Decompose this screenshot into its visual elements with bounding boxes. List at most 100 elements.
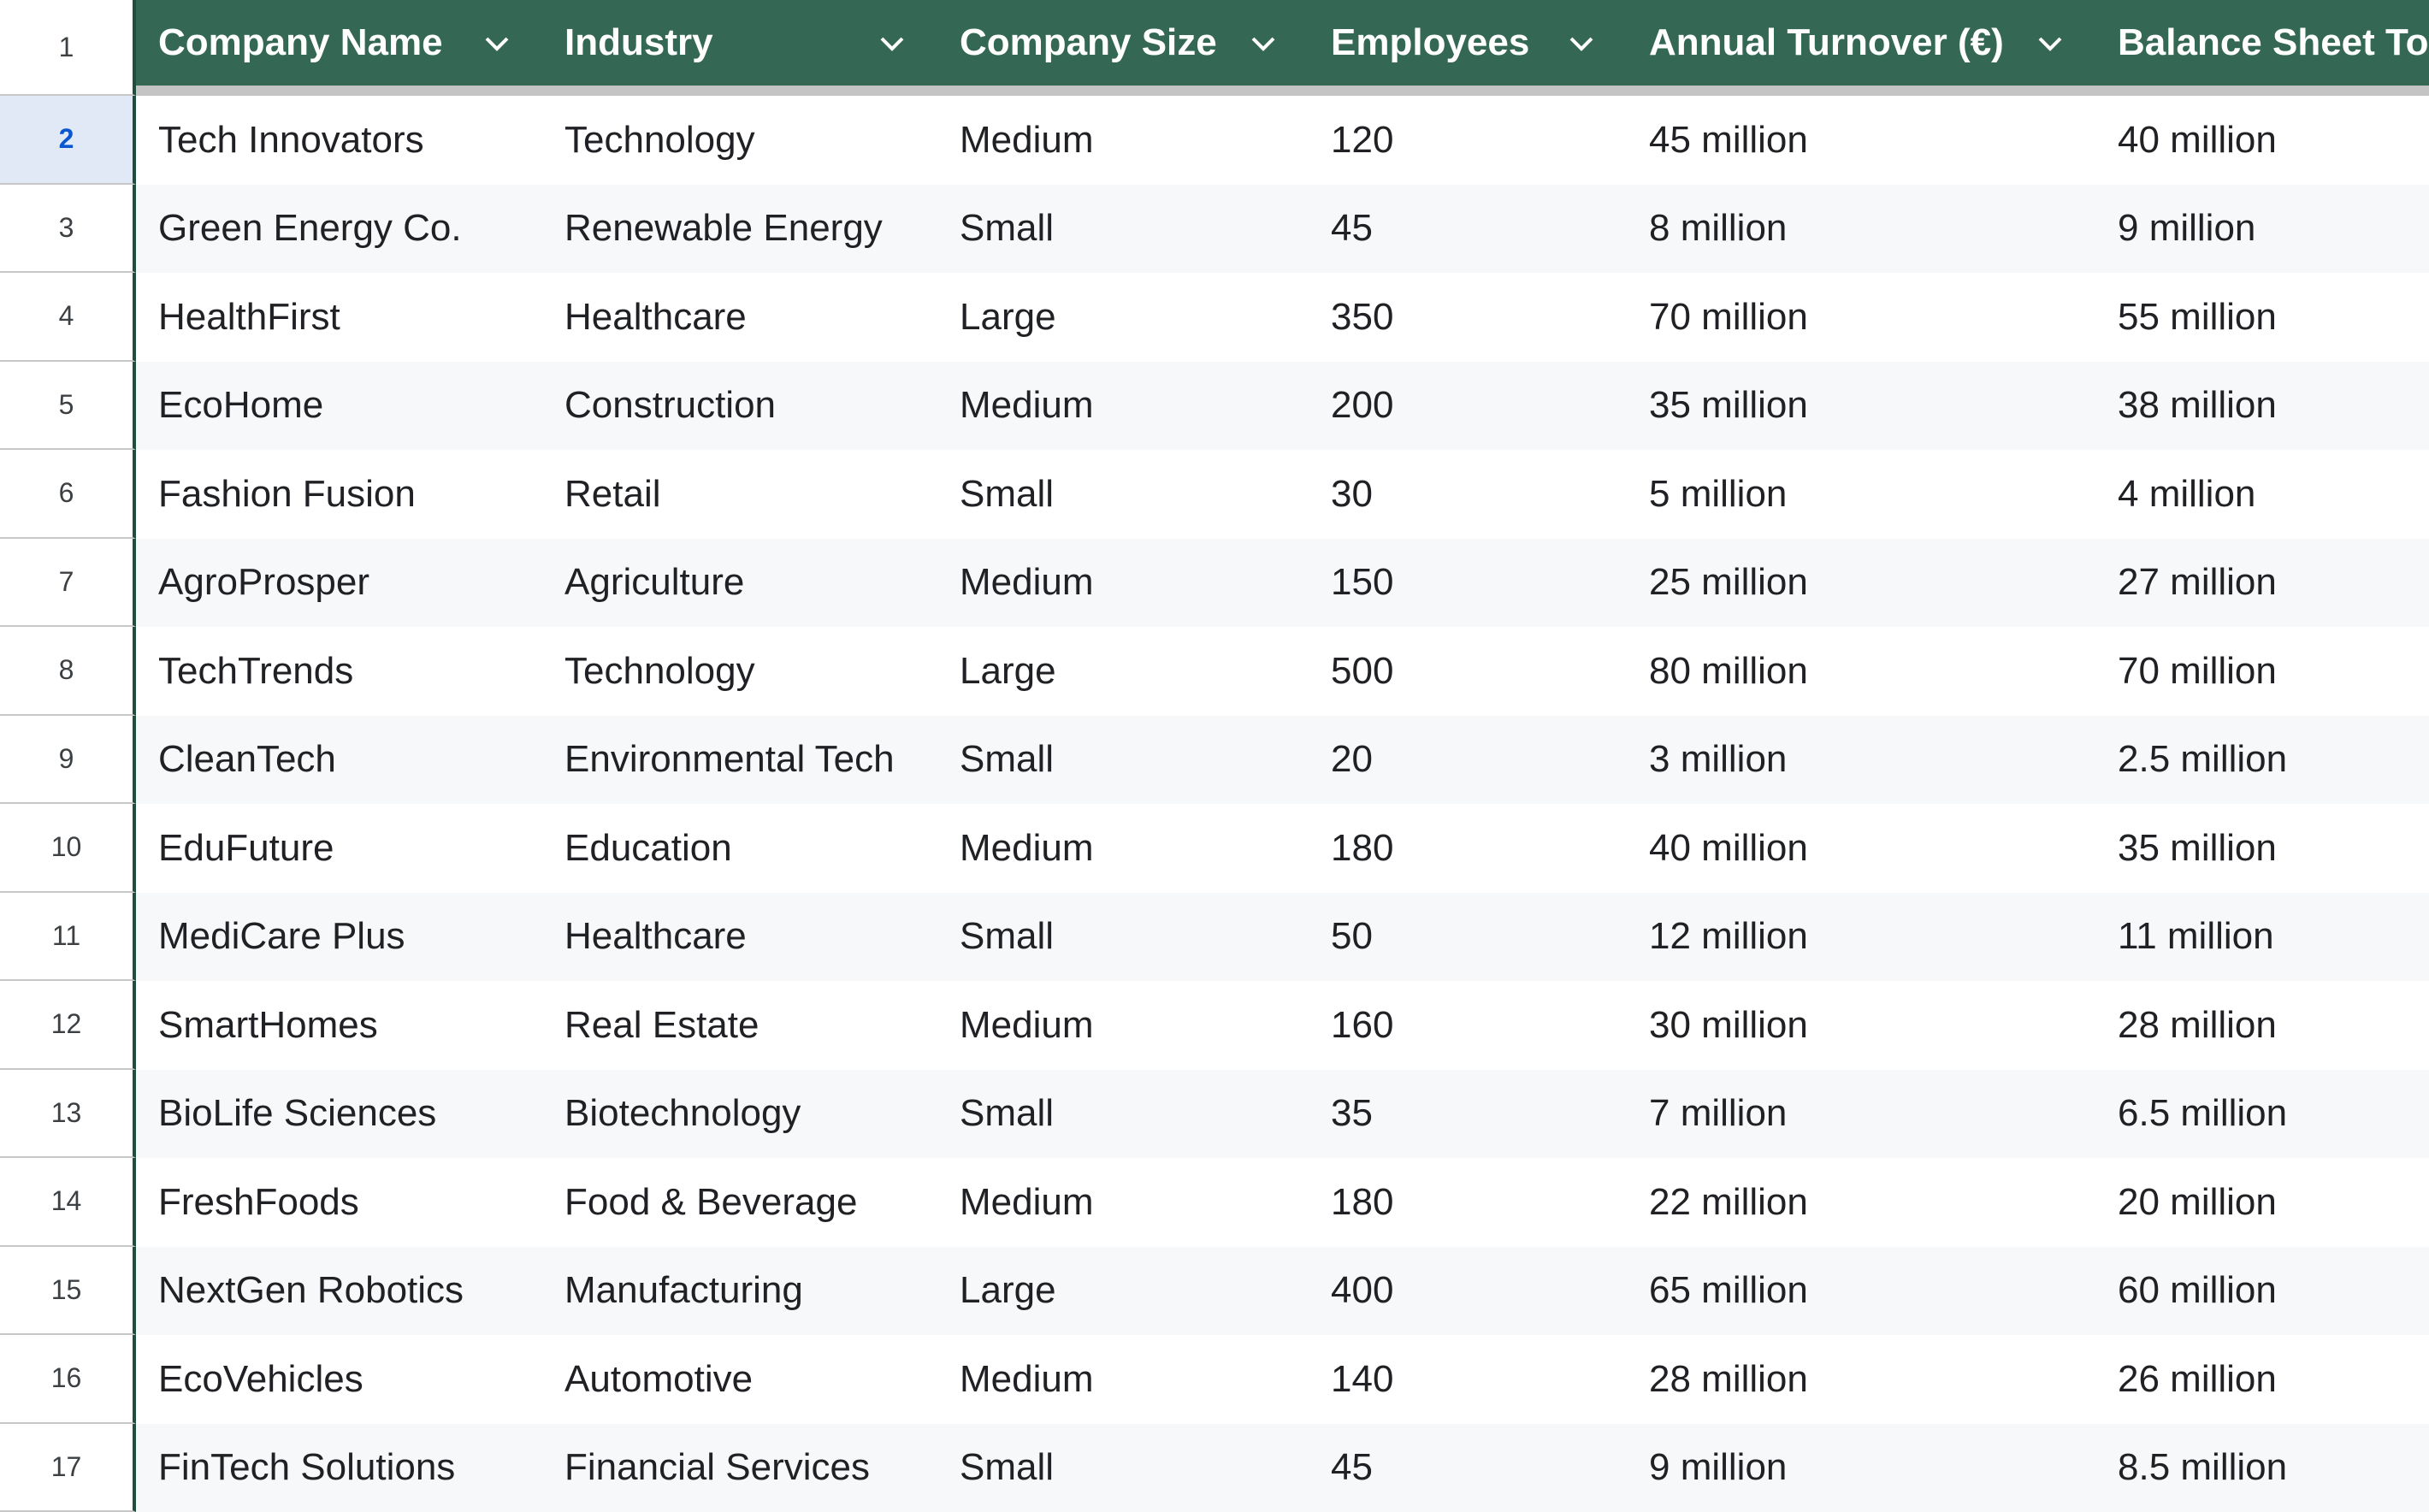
table-cell[interactable]: Medium xyxy=(937,538,1309,627)
table-cell[interactable]: 8.5 million xyxy=(2095,1423,2429,1512)
table-cell[interactable]: 35 million xyxy=(2095,804,2429,893)
table-cell[interactable]: 60 million xyxy=(2095,1246,2429,1335)
row-number[interactable]: 9 xyxy=(0,715,136,804)
row-number[interactable]: 7 xyxy=(0,538,136,627)
table-cell[interactable]: 11 million xyxy=(2095,892,2429,981)
table-cell[interactable]: Medium xyxy=(937,96,1309,185)
table-cell[interactable]: 9 million xyxy=(1627,1423,2095,1512)
table-cell[interactable]: 35 xyxy=(1309,1069,1627,1158)
table-cell[interactable]: 40 million xyxy=(1627,804,2095,893)
column-header[interactable]: Balance Sheet Tot xyxy=(2095,0,2429,86)
table-cell[interactable]: Agriculture xyxy=(542,538,937,627)
table-cell[interactable]: 28 million xyxy=(1627,1335,2095,1424)
row-number[interactable]: 2 xyxy=(0,96,136,185)
table-cell[interactable]: 22 million xyxy=(1627,1158,2095,1247)
row-number[interactable]: 14 xyxy=(0,1158,136,1247)
table-cell[interactable]: Tech Innovators xyxy=(136,96,542,185)
table-cell[interactable]: Food & Beverage xyxy=(542,1158,937,1247)
table-cell[interactable]: 400 xyxy=(1309,1246,1627,1335)
row-number[interactable]: 1 xyxy=(0,0,136,96)
table-cell[interactable]: NextGen Robotics xyxy=(136,1246,542,1335)
table-cell[interactable]: Education xyxy=(542,804,937,893)
table-cell[interactable]: AgroProsper xyxy=(136,538,542,627)
table-cell[interactable]: 45 million xyxy=(1627,96,2095,185)
table-cell[interactable]: 3 million xyxy=(1627,715,2095,804)
table-cell[interactable]: 26 million xyxy=(2095,1335,2429,1424)
table-cell[interactable]: Large xyxy=(937,627,1309,716)
table-cell[interactable]: TechTrends xyxy=(136,627,542,716)
table-cell[interactable]: 65 million xyxy=(1627,1246,2095,1335)
filter-chevron[interactable] xyxy=(878,29,907,58)
table-cell[interactable]: BioLife Sciences xyxy=(136,1069,542,1158)
table-cell[interactable]: 500 xyxy=(1309,627,1627,716)
table-cell[interactable]: 45 xyxy=(1309,184,1627,273)
row-number[interactable]: 13 xyxy=(0,1069,136,1158)
table-cell[interactable]: MediCare Plus xyxy=(136,892,542,981)
table-cell[interactable]: 70 million xyxy=(2095,627,2429,716)
column-header[interactable]: Company Name xyxy=(136,0,542,86)
table-cell[interactable]: Small xyxy=(937,715,1309,804)
table-cell[interactable]: HealthFirst xyxy=(136,273,542,362)
table-cell[interactable]: 38 million xyxy=(2095,361,2429,450)
table-cell[interactable]: 20 million xyxy=(2095,1158,2429,1247)
table-cell[interactable]: EduFuture xyxy=(136,804,542,893)
row-number[interactable]: 10 xyxy=(0,804,136,893)
table-cell[interactable]: Real Estate xyxy=(542,981,937,1070)
table-cell[interactable]: 180 xyxy=(1309,1158,1627,1247)
table-cell[interactable]: 25 million xyxy=(1627,538,2095,627)
table-cell[interactable]: 6.5 million xyxy=(2095,1069,2429,1158)
table-cell[interactable]: Medium xyxy=(937,1158,1309,1247)
table-cell[interactable]: Large xyxy=(937,273,1309,362)
table-cell[interactable]: Healthcare xyxy=(542,273,937,362)
column-header[interactable]: Company Size xyxy=(937,0,1309,86)
row-number[interactable]: 12 xyxy=(0,981,136,1070)
table-cell[interactable]: FreshFoods xyxy=(136,1158,542,1247)
row-number[interactable]: 16 xyxy=(0,1335,136,1424)
table-cell[interactable]: Biotechnology xyxy=(542,1069,937,1158)
table-cell[interactable]: 12 million xyxy=(1627,892,2095,981)
table-cell[interactable]: Medium xyxy=(937,361,1309,450)
table-cell[interactable]: Small xyxy=(937,184,1309,273)
table-cell[interactable]: 55 million xyxy=(2095,273,2429,362)
table-cell[interactable]: Small xyxy=(937,1069,1309,1158)
table-cell[interactable]: Technology xyxy=(542,627,937,716)
table-cell[interactable]: 70 million xyxy=(1627,273,2095,362)
table-cell[interactable]: 28 million xyxy=(2095,981,2429,1070)
table-cell[interactable]: Small xyxy=(937,1423,1309,1512)
table-cell[interactable]: Technology xyxy=(542,96,937,185)
table-cell[interactable]: FinTech Solutions xyxy=(136,1423,542,1512)
row-number[interactable]: 11 xyxy=(0,892,136,981)
table-cell[interactable]: 160 xyxy=(1309,981,1627,1070)
table-cell[interactable]: Large xyxy=(937,1246,1309,1335)
table-cell[interactable]: Environmental Tech xyxy=(542,715,937,804)
row-number[interactable]: 6 xyxy=(0,450,136,539)
table-cell[interactable]: 180 xyxy=(1309,804,1627,893)
table-cell[interactable]: 2.5 million xyxy=(2095,715,2429,804)
table-cell[interactable]: 30 xyxy=(1309,450,1627,539)
table-cell[interactable]: Financial Services xyxy=(542,1423,937,1512)
table-cell[interactable]: 9 million xyxy=(2095,184,2429,273)
table-cell[interactable]: Medium xyxy=(937,981,1309,1070)
filter-chevron[interactable] xyxy=(2036,29,2065,58)
row-number[interactable]: 5 xyxy=(0,361,136,450)
table-cell[interactable]: 40 million xyxy=(2095,96,2429,185)
table-cell[interactable]: 45 xyxy=(1309,1423,1627,1512)
table-cell[interactable]: Medium xyxy=(937,1335,1309,1424)
filter-chevron[interactable] xyxy=(482,29,511,58)
table-cell[interactable]: Fashion Fusion xyxy=(136,450,542,539)
table-cell[interactable]: Small xyxy=(937,450,1309,539)
table-cell[interactable]: 200 xyxy=(1309,361,1627,450)
table-cell[interactable]: Green Energy Co. xyxy=(136,184,542,273)
table-cell[interactable]: EcoHome xyxy=(136,361,542,450)
column-header[interactable]: Industry xyxy=(542,0,937,86)
table-cell[interactable]: EcoVehicles xyxy=(136,1335,542,1424)
table-cell[interactable]: Manufacturing xyxy=(542,1246,937,1335)
table-cell[interactable]: 50 xyxy=(1309,892,1627,981)
table-cell[interactable]: 7 million xyxy=(1627,1069,2095,1158)
column-header[interactable]: Employees xyxy=(1309,0,1627,86)
table-cell[interactable]: 5 million xyxy=(1627,450,2095,539)
table-cell[interactable]: 27 million xyxy=(2095,538,2429,627)
table-cell[interactable]: 20 xyxy=(1309,715,1627,804)
table-cell[interactable]: Automotive xyxy=(542,1335,937,1424)
filter-chevron[interactable] xyxy=(1249,29,1278,58)
